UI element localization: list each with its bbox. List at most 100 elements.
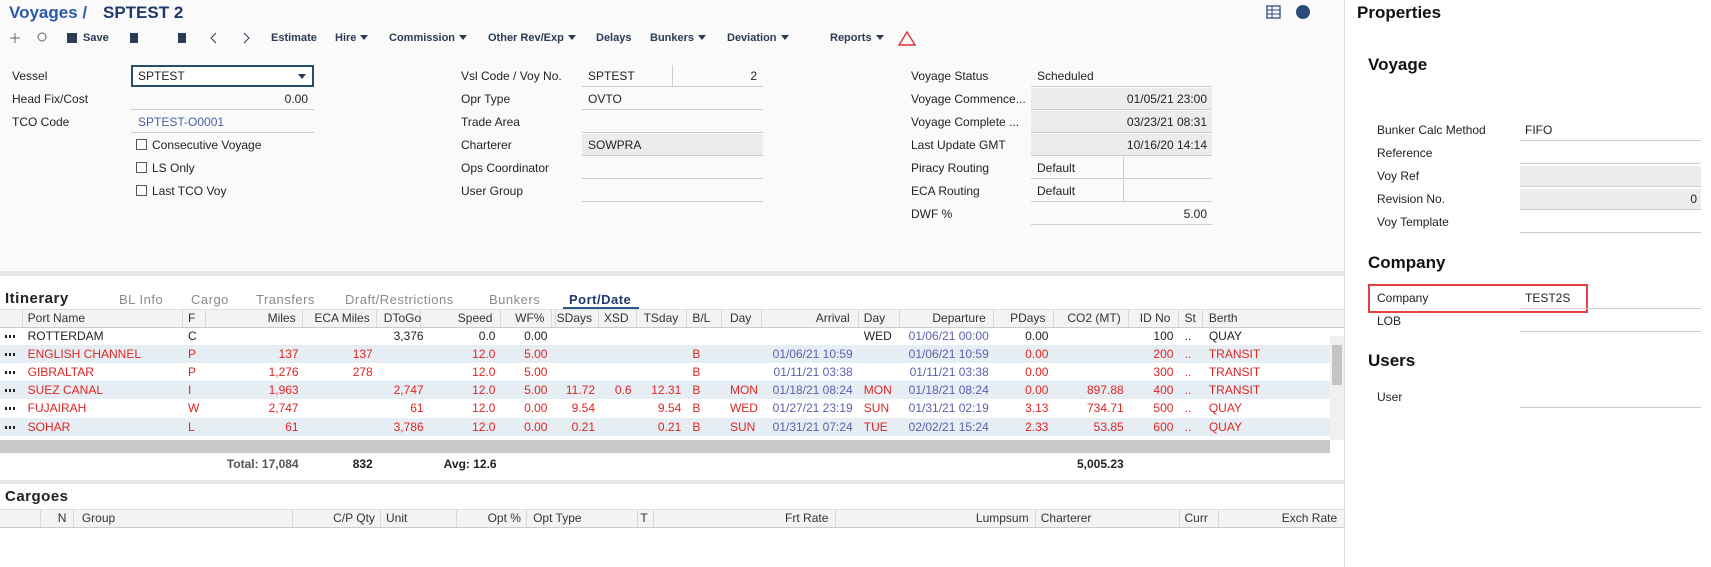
grid-cell: WED bbox=[863, 329, 892, 343]
toolbar-button[interactable]: Commission bbox=[389, 31, 468, 46]
field-value: 5.00 bbox=[1183, 207, 1207, 221]
panel-title: Properties bbox=[1357, 2, 1442, 22]
grid-cell: 0.00 bbox=[1025, 329, 1049, 343]
grid-cell: 2,747 bbox=[268, 401, 299, 416]
toolbar-button[interactable]: Hire bbox=[335, 31, 369, 46]
field-box bbox=[1520, 387, 1701, 408]
column-header: F bbox=[188, 311, 196, 325]
tab[interactable]: Transfers bbox=[256, 291, 315, 307]
grid-cell: 5.00 bbox=[524, 347, 548, 362]
column-header: Arrival bbox=[815, 311, 850, 325]
field-label: TCO Code bbox=[12, 115, 70, 129]
grid-cell: 0.00 bbox=[1025, 365, 1049, 380]
field-label: Piracy Routing bbox=[911, 161, 990, 175]
grid-cell: 12.0 bbox=[472, 365, 496, 380]
field-label: Voy Ref bbox=[1377, 169, 1420, 183]
column-header: Port Name bbox=[27, 311, 85, 325]
grid-cell: 01/06/21 10:59 bbox=[772, 347, 853, 362]
field-divider bbox=[1123, 157, 1124, 179]
column-separator bbox=[652, 510, 654, 527]
tab[interactable]: Bunkers bbox=[489, 291, 541, 307]
field-box bbox=[1031, 180, 1212, 202]
field-box bbox=[1520, 120, 1701, 141]
grid-cell: 0.00 bbox=[524, 329, 548, 343]
grid-cell: 0.00 bbox=[524, 419, 548, 434]
column-separator bbox=[637, 510, 639, 527]
checkbox-label[interactable]: Consecutive Voyage bbox=[152, 138, 262, 152]
field-label: Bunker Calc Method bbox=[1377, 123, 1486, 137]
column-header: Departure bbox=[932, 311, 986, 325]
toolbar-button[interactable]: Bunkers bbox=[650, 31, 707, 46]
grid-cell: 0.0 bbox=[478, 329, 496, 343]
column-separator bbox=[1035, 510, 1037, 527]
field-box bbox=[1031, 88, 1212, 110]
grid-cell: 137 bbox=[352, 347, 373, 362]
grid-cell: 12.0 bbox=[472, 383, 496, 398]
column-header: Berth bbox=[1208, 311, 1238, 325]
field-value: 01/05/21 23:00 bbox=[1126, 92, 1207, 106]
column-separator bbox=[899, 310, 901, 327]
column-header: Unit bbox=[385, 511, 408, 525]
grid-cell: ROTTERDAM bbox=[27, 329, 104, 343]
row-menu bbox=[5, 425, 17, 429]
column-header: DToGo bbox=[383, 311, 422, 325]
grid-cell: FUJAIRAH bbox=[27, 401, 87, 416]
checkbox-label[interactable]: Last TCO Voy bbox=[152, 184, 227, 198]
column-separator bbox=[526, 510, 528, 527]
grid-cell: 01/06/21 10:59 bbox=[908, 347, 989, 362]
column-separator bbox=[420, 310, 422, 327]
field-value: 03/23/21 08:31 bbox=[1126, 115, 1207, 129]
field-value: SPTEST bbox=[138, 69, 185, 83]
grid-cell: 278 bbox=[352, 365, 373, 380]
grid-cell: 01/18/21 08:24 bbox=[908, 383, 989, 398]
column-separator bbox=[1052, 310, 1054, 327]
grid-header bbox=[0, 509, 1344, 528]
column-separator bbox=[1178, 510, 1180, 527]
checkbox-label[interactable]: LS Only bbox=[152, 161, 195, 175]
tab[interactable]: Cargo bbox=[191, 291, 229, 307]
field-label: Vessel bbox=[12, 69, 48, 83]
grid-cell: 9.54 bbox=[571, 401, 596, 416]
column-separator bbox=[721, 310, 723, 327]
grid-cell: 12.0 bbox=[472, 419, 496, 434]
grid-cell: 5.00 bbox=[524, 383, 548, 398]
field-value: OVTO bbox=[588, 92, 622, 106]
grid-cell: SUN bbox=[863, 401, 890, 416]
toolbar-button[interactable]: Save bbox=[83, 31, 109, 44]
toolbar-button[interactable]: Delays bbox=[596, 31, 632, 44]
column-header: Speed bbox=[457, 311, 493, 325]
panel-border bbox=[1344, 0, 1345, 567]
panel-section-title: Voyage bbox=[1368, 54, 1428, 74]
grid-cell: .. bbox=[1184, 329, 1192, 343]
field-box bbox=[131, 88, 314, 110]
grid-cell: TRANSIT bbox=[1208, 383, 1261, 398]
tab[interactable]: Port/Date bbox=[569, 291, 632, 307]
toolbar-button[interactable]: Estimate bbox=[271, 31, 317, 44]
field-box bbox=[131, 111, 314, 133]
grid-cell: L bbox=[188, 419, 195, 434]
column-header: Opt % bbox=[487, 511, 521, 525]
grid-cell: B bbox=[692, 419, 701, 434]
toolbar-button[interactable]: Deviation bbox=[727, 31, 789, 46]
tab[interactable]: BL Info bbox=[119, 291, 164, 307]
column-header: C/P Qty bbox=[333, 511, 375, 525]
field-value: SOWPRA bbox=[588, 138, 642, 152]
toolbar-button[interactable]: Reports bbox=[830, 31, 884, 46]
field-label: Trade Area bbox=[461, 115, 520, 129]
field-value: SPTEST-O0001 bbox=[138, 115, 225, 129]
field-label: Charterer bbox=[461, 138, 512, 152]
field-box bbox=[1031, 157, 1212, 179]
tab[interactable]: Draft/Restrictions bbox=[345, 291, 454, 307]
row-menu bbox=[5, 407, 17, 411]
field-box bbox=[582, 111, 763, 133]
grid-cell: W bbox=[188, 401, 200, 416]
grid-cell: 01/11/21 03:38 bbox=[773, 365, 853, 380]
field-box bbox=[1520, 288, 1701, 309]
field-label: Company bbox=[1377, 291, 1429, 305]
toolbar-button[interactable]: Other Rev/Exp bbox=[488, 31, 576, 46]
grid-cell: 01/06/21 00:00 bbox=[908, 329, 989, 343]
section-title: Itinerary bbox=[5, 289, 69, 307]
field-box bbox=[1520, 166, 1701, 187]
row-background bbox=[0, 381, 1330, 400]
column-separator bbox=[1217, 510, 1219, 527]
